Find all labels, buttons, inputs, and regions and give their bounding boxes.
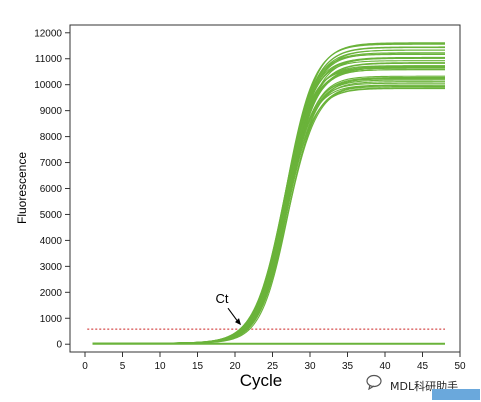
- x-tick-label: 30: [304, 361, 316, 372]
- chat-bubble-icon: [366, 374, 382, 390]
- ct-arrowhead: [235, 318, 241, 326]
- x-tick-label: 40: [379, 361, 391, 372]
- ct-label: Ct: [216, 291, 229, 306]
- x-tick-label: 35: [342, 361, 354, 372]
- amplification-curve: [92, 77, 445, 344]
- amplification-curve: [92, 67, 445, 344]
- amplification-curve: [92, 85, 445, 344]
- amplification-curve: [92, 78, 445, 344]
- amplification-curve: [92, 52, 446, 344]
- amplification-curve: [92, 79, 445, 344]
- y-tick-label: 8000: [40, 132, 63, 143]
- x-tick-label: 15: [192, 361, 204, 372]
- amplification-curve: [92, 65, 445, 344]
- amplification-curve: [92, 66, 445, 344]
- x-tick-label: 45: [417, 361, 429, 372]
- x-tick-label: 10: [154, 361, 166, 372]
- amplification-curve: [92, 84, 445, 344]
- amplification-curve: [92, 82, 445, 344]
- amplification-curve: [92, 67, 445, 344]
- y-tick-label: 1000: [40, 314, 63, 325]
- x-tick-label: 25: [267, 361, 279, 372]
- amplification-curve: [92, 84, 445, 344]
- x-tick-label: 50: [454, 361, 466, 372]
- watermark: MDL科研助手: [362, 372, 480, 400]
- amplification-curve: [92, 62, 445, 344]
- y-tick-label: 6000: [40, 184, 63, 195]
- amplification-curve: [92, 49, 445, 344]
- amplification-curve: [92, 65, 445, 344]
- x-axis-title: Cycle: [240, 371, 283, 390]
- x-tick-label: 0: [82, 361, 88, 372]
- amplification-curve: [92, 46, 445, 344]
- y-tick-label: 11000: [35, 54, 63, 65]
- y-tick-label: 2000: [40, 288, 63, 299]
- amplification-curve: [92, 81, 445, 344]
- axis-ticks: 0 5 10 15 20 25 30 35 40 45 50 0 1000 2000 3000 4000 500…: [34, 28, 466, 372]
- y-axis-title: Fluorescence: [15, 152, 29, 224]
- amplification-curves: [92, 42, 446, 345]
- y-tick-label: 9000: [40, 106, 63, 117]
- watermark-box: [432, 389, 480, 400]
- y-tick-label: 12000: [34, 28, 62, 39]
- y-tick-label: 4000: [40, 236, 63, 247]
- amplification-curve: [92, 67, 445, 344]
- amplification-curve: [92, 56, 445, 344]
- y-tick-label: 5000: [40, 210, 63, 221]
- amplification-curve: [92, 69, 445, 344]
- amplification-curve: [92, 87, 445, 344]
- amplification-curve: [92, 47, 445, 344]
- amplification-curve: [92, 53, 445, 344]
- y-tick-label: 0: [56, 340, 62, 351]
- x-tick-label: 5: [120, 361, 126, 372]
- amplification-curve: [92, 60, 445, 344]
- amplification-curve: [92, 75, 445, 344]
- y-tick-label: 7000: [40, 158, 63, 169]
- y-tick-label: 3000: [40, 262, 63, 273]
- amplification-curve: [92, 76, 445, 344]
- amplification-curve: [92, 87, 445, 344]
- amplification-curve: [92, 49, 445, 344]
- amplification-curve: [92, 66, 445, 344]
- ct-annotation-layer: Ct: [216, 291, 241, 326]
- x-tick-label: 20: [229, 361, 241, 372]
- amplification-curve: [92, 57, 445, 344]
- amplification-curve: [92, 57, 445, 344]
- amplification-curve: [92, 69, 445, 344]
- amplification-curve: [92, 62, 445, 344]
- y-tick-label: 10000: [34, 80, 62, 91]
- amplification-curve: [92, 84, 445, 344]
- amplification-curve: [92, 57, 445, 344]
- amplification-curve: [92, 53, 445, 344]
- amplification-curve: [92, 77, 445, 344]
